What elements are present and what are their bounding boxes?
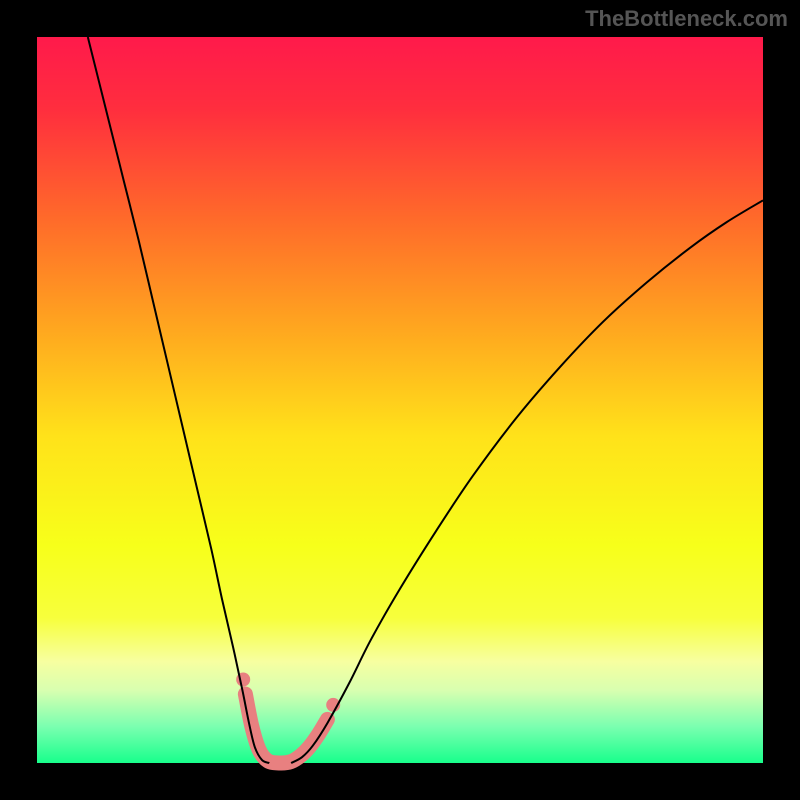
curve-right	[291, 200, 763, 763]
stage: TheBottleneck.com	[0, 0, 800, 800]
watermark-text: TheBottleneck.com	[585, 6, 788, 32]
curve-left	[88, 37, 270, 763]
bottleneck-curves	[88, 37, 763, 763]
curves-layer	[37, 37, 763, 763]
plot-area	[37, 37, 763, 763]
